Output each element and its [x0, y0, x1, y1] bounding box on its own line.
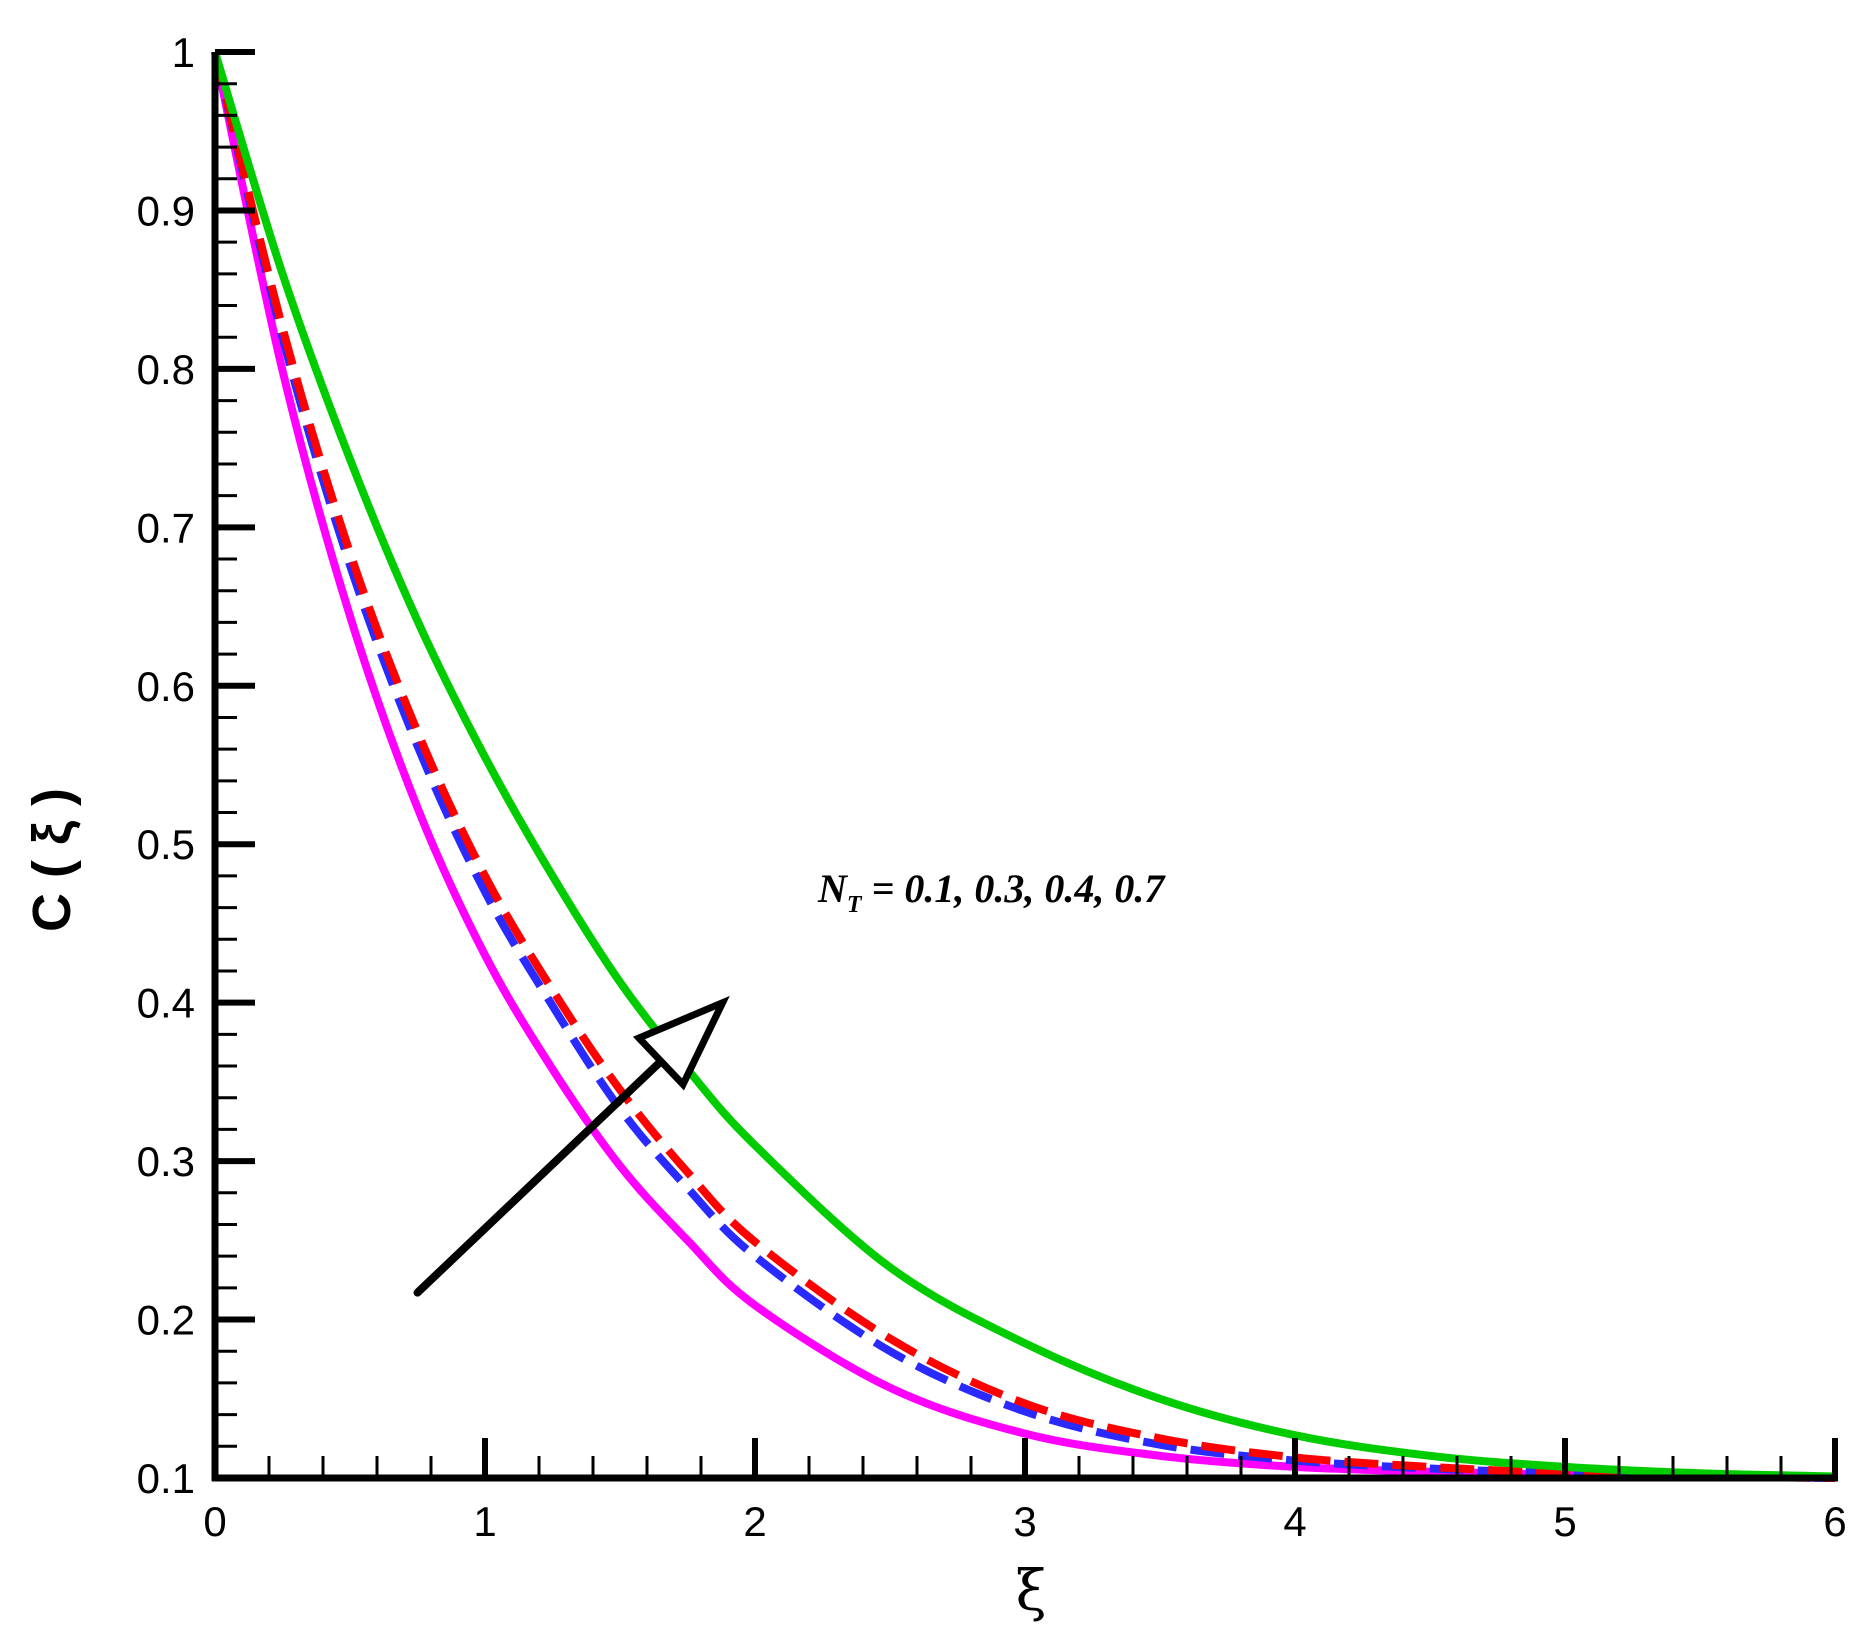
- annotation-layer: NT = 0.1, 0.3, 0.4, 0.7: [413, 866, 1166, 1297]
- y-tick-label: 0.2: [137, 1297, 195, 1344]
- x-tick-label: 5: [1553, 1498, 1576, 1545]
- series-layer: [211, 50, 1836, 1482]
- arrow-shaft: [413, 1057, 665, 1297]
- x-tick-label: 0: [203, 1498, 226, 1545]
- tick-labels: 0.1 0.2 0.3 0.4 0.5 0.6 0.7 0.8 0.9 1 0 1 2 3 4 5 6: [137, 29, 1847, 1545]
- y-tick-label: 0.1: [137, 1455, 195, 1502]
- x-tick-label: 3: [1013, 1498, 1036, 1545]
- x-tick-label: 6: [1823, 1498, 1846, 1545]
- y-tick-label: 0.4: [137, 980, 195, 1027]
- y-tick-label: 0.6: [137, 663, 195, 710]
- axes-layer: [211, 49, 1838, 1482]
- series-line-4: [211, 50, 1836, 1481]
- arrow-head-icon: [632, 995, 730, 1091]
- x-tick-label: 1: [473, 1498, 496, 1545]
- x-tick-label: 2: [743, 1498, 766, 1545]
- y-tick-label: 0.8: [137, 346, 195, 393]
- y-tick-label: 0.3: [137, 1138, 195, 1185]
- series-line-3: [211, 51, 1836, 1482]
- y-axis-title: C ( ξ ): [22, 788, 82, 932]
- x-axis-title: ξ: [1016, 1559, 1047, 1624]
- series-line-1: [211, 51, 1836, 1482]
- x-tick-label: 4: [1283, 1498, 1306, 1545]
- series-line-2: [211, 51, 1836, 1482]
- y-tick-label: 0.7: [137, 504, 195, 551]
- y-tick-label: 1: [172, 29, 195, 76]
- nt-annotation: NT = 0.1, 0.3, 0.4, 0.7: [817, 866, 1166, 918]
- y-tick-label: 0.5: [137, 821, 195, 868]
- y-tick-label: 0.9: [137, 187, 195, 234]
